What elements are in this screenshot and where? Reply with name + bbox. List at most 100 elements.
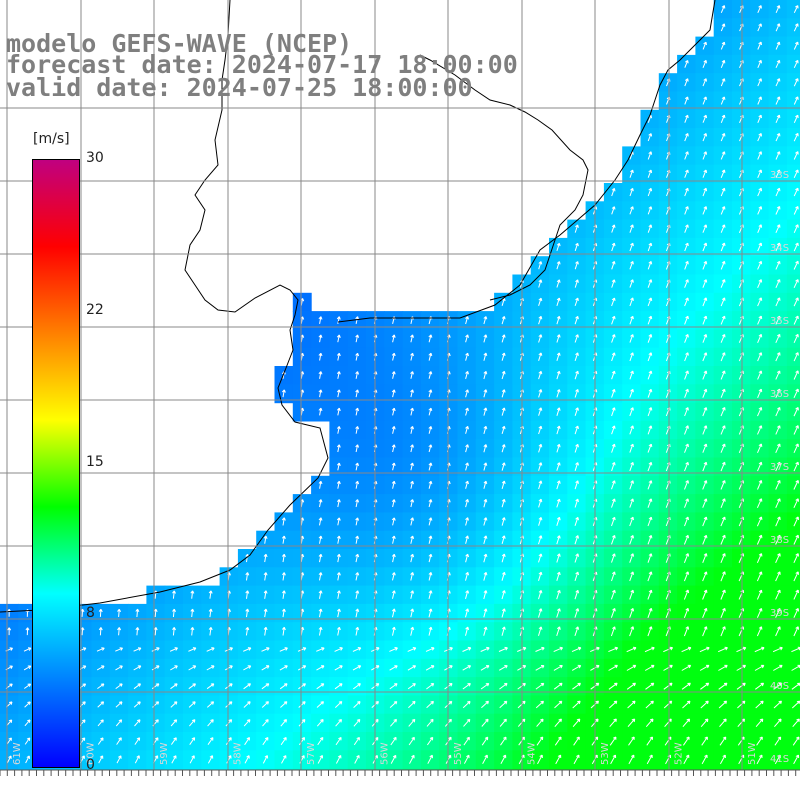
wind-cell	[786, 128, 800, 147]
wind-arrow	[536, 736, 544, 746]
wind-arrow	[480, 665, 490, 671]
wind-arrow	[629, 370, 634, 380]
wind-arrow	[391, 535, 396, 544]
wind-arrow	[629, 553, 635, 563]
wind-arrow	[684, 78, 689, 87]
wind-arrow	[647, 626, 653, 637]
colorbar-tick-label: 0	[86, 757, 95, 773]
wind-arrow	[571, 646, 582, 653]
wind-arrow	[645, 682, 655, 690]
wind-arrow	[465, 444, 469, 453]
wind-arrow	[574, 571, 580, 582]
wind-arrow	[483, 480, 488, 489]
wind-arrow	[702, 516, 708, 527]
wind-arrow	[244, 737, 250, 746]
wind-arrow	[335, 736, 342, 746]
wind-arrow	[336, 608, 341, 618]
valid-date: valid date: 2024-07-25 18:00:00	[6, 73, 473, 102]
wind-arrow	[263, 608, 268, 618]
wind-arrow	[574, 352, 579, 362]
wind-arrow	[647, 315, 653, 325]
wind-arrow	[336, 590, 341, 599]
wind-arrow	[773, 682, 783, 690]
wind-arrow	[793, 589, 799, 600]
wind-arrow	[556, 425, 561, 435]
wind-arrow	[574, 407, 579, 416]
wind-arrow	[773, 700, 782, 709]
wind-arrow	[647, 498, 653, 508]
wind-arrow	[501, 571, 506, 581]
wind-arrow	[297, 665, 307, 671]
wind-arrow	[6, 737, 12, 745]
wind-arrow	[282, 608, 286, 618]
wind-arrow	[428, 444, 433, 453]
wind-arrow	[757, 224, 763, 233]
wind-arrow	[355, 590, 360, 599]
wind-arrow	[702, 41, 707, 50]
wind-arrow	[318, 389, 323, 398]
wind-arrow	[465, 571, 470, 581]
wind-arrow	[170, 719, 178, 727]
wind-arrow	[611, 187, 616, 197]
wind-arrow	[355, 389, 360, 398]
wind-arrow	[409, 754, 415, 764]
longitude-label: 60W	[86, 742, 97, 765]
wind-arrow	[720, 516, 726, 527]
wind-arrow	[629, 279, 634, 288]
wind-arrow	[25, 755, 30, 764]
wind-arrow	[410, 480, 414, 489]
wind-arrow	[481, 700, 489, 709]
wind-arrow	[190, 590, 195, 599]
wind-arrow	[318, 535, 323, 544]
wind-arrow	[501, 370, 506, 380]
wind-arrow	[410, 608, 415, 618]
wind-arrow	[702, 407, 708, 417]
wind-arrow	[775, 516, 781, 527]
wind-arrow	[556, 480, 561, 490]
wind-arrow	[573, 754, 580, 765]
wind-arrow	[775, 205, 781, 215]
wind-arrow	[96, 647, 105, 652]
wind-arrow	[263, 626, 268, 636]
wind-cell	[786, 549, 800, 568]
wind-arrow	[426, 736, 434, 746]
wind-arrow	[538, 389, 543, 398]
wind-arrow	[755, 682, 765, 690]
wind-arrow	[611, 443, 616, 453]
wind-arrow	[647, 297, 653, 307]
wind-arrow	[336, 371, 341, 379]
wind-arrow	[757, 242, 763, 252]
wind-arrow	[792, 718, 800, 728]
wind-arrow	[793, 169, 799, 179]
wind-arrow	[188, 647, 197, 652]
wind-arrow	[500, 736, 507, 746]
wind-arrow	[23, 647, 32, 652]
wind-arrow	[793, 205, 799, 215]
wind-cell	[786, 311, 800, 330]
wind-arrow	[96, 665, 105, 671]
wind-arrow	[683, 553, 690, 563]
wind-arrow	[793, 23, 799, 32]
wind-arrow	[500, 754, 507, 765]
wind-arrow	[700, 718, 709, 728]
wind-arrow	[355, 334, 360, 343]
wind-cell	[786, 585, 800, 605]
wind-arrow	[646, 736, 653, 746]
wind-arrow	[556, 389, 561, 398]
wind-arrow	[483, 425, 488, 435]
wind-arrow	[720, 333, 726, 343]
wind-arrow	[574, 224, 579, 233]
wind-arrow	[224, 665, 233, 671]
wind-arrow	[720, 187, 726, 197]
wind-arrow	[719, 718, 727, 728]
wind-arrow	[410, 553, 415, 563]
wind-arrow	[133, 647, 142, 652]
wind-arrow	[116, 755, 122, 764]
wind-arrow	[647, 151, 653, 160]
wind-arrow	[702, 78, 707, 87]
wind-arrow	[465, 462, 469, 471]
wind-arrow	[465, 352, 469, 361]
wind-arrow	[629, 626, 635, 637]
wind-arrow	[793, 260, 799, 270]
